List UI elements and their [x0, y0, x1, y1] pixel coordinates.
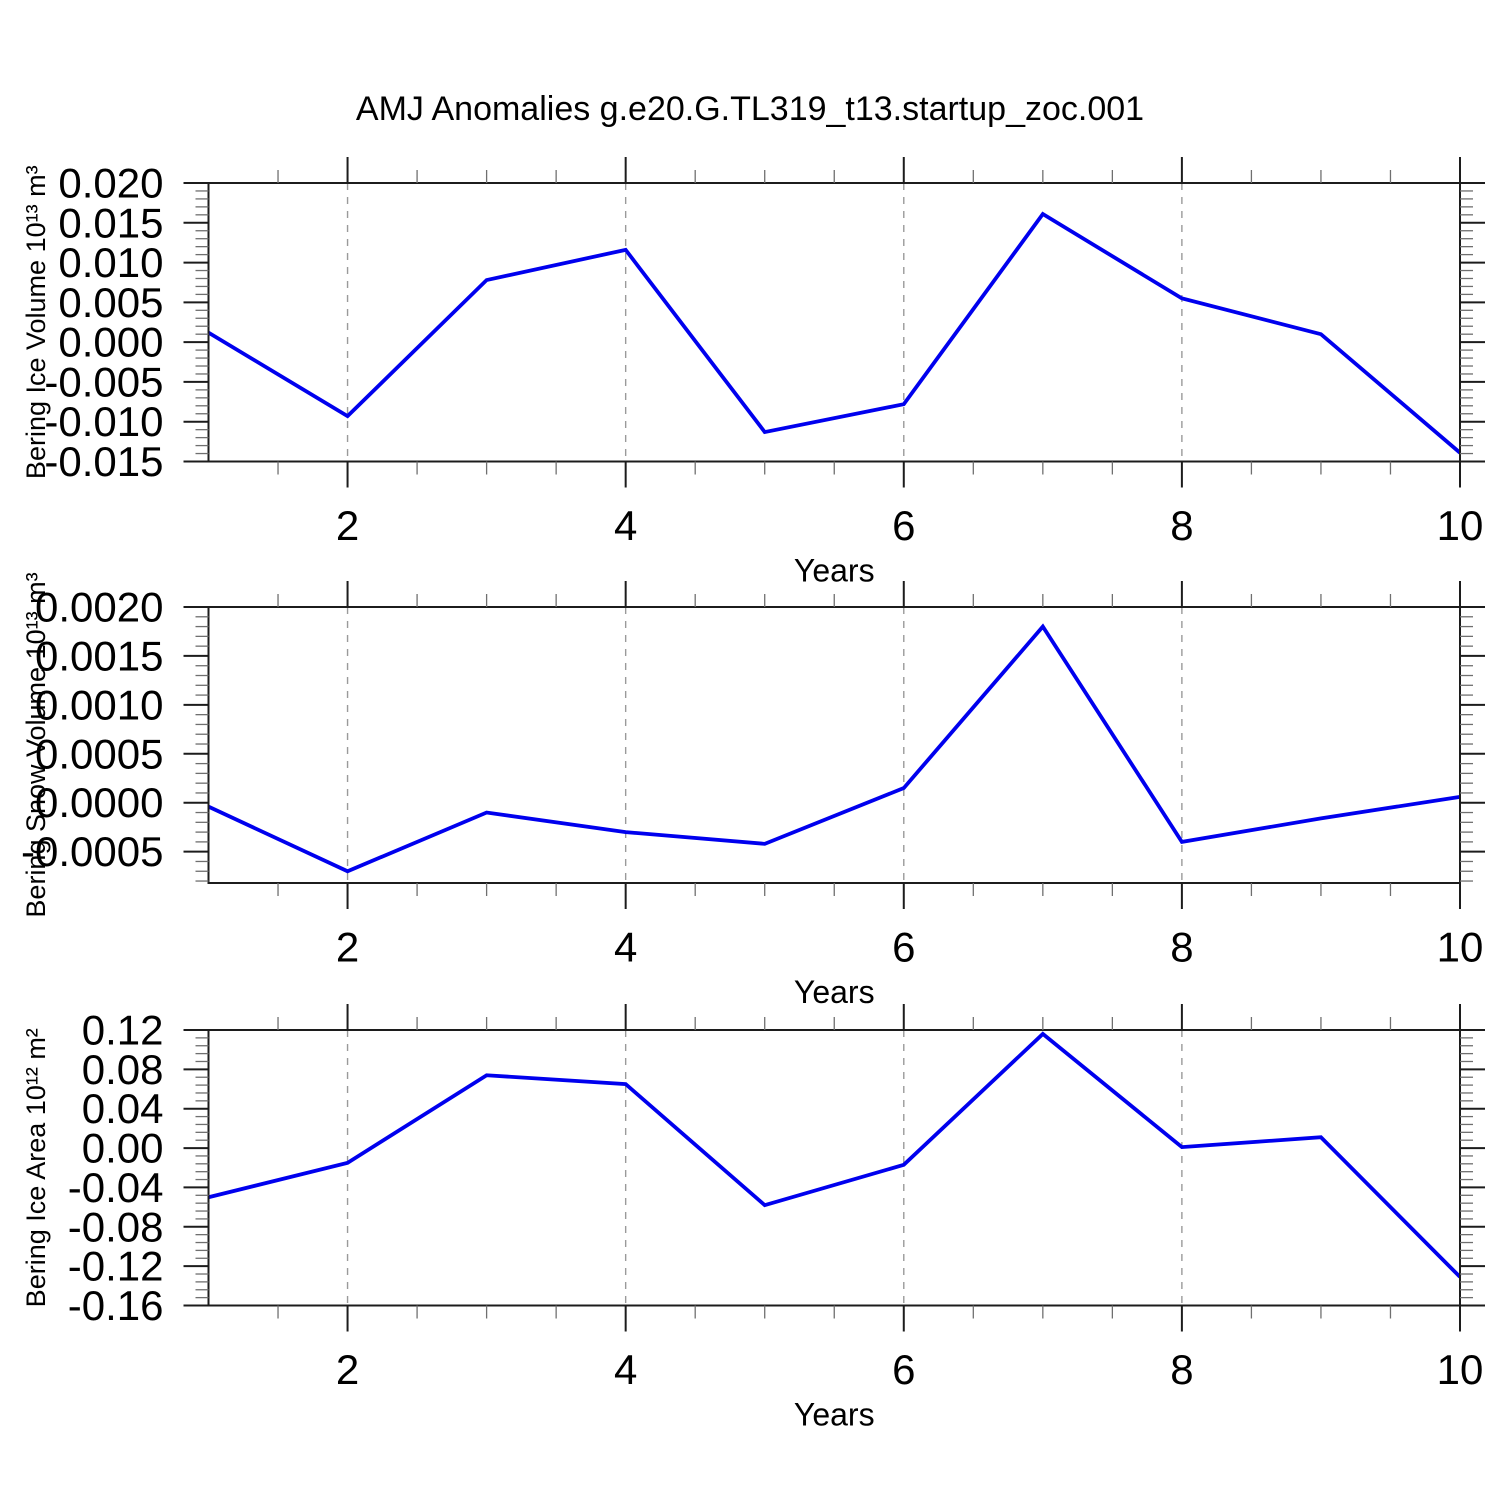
x-axis-title: Years	[794, 553, 875, 589]
y-tick-label: -0.0005	[21, 828, 163, 875]
x-axis-title: Years	[794, 974, 875, 1010]
x-tick-label: 2	[336, 1346, 359, 1393]
y-axis-title: Bering Ice Area 10¹² m²	[21, 1028, 51, 1307]
y-tick-label: -0.04	[68, 1164, 164, 1211]
x-tick-label: 6	[892, 1346, 915, 1393]
x-tick-label: 8	[1170, 924, 1193, 971]
y-tick-label: 0.000	[58, 319, 163, 366]
y-tick-label: -0.16	[68, 1282, 164, 1329]
y-tick-label: 0.0010	[35, 681, 163, 728]
y-tick-label: 0.0020	[35, 584, 163, 631]
y-axis-title: Bering Snow Volume 10¹³ m³	[21, 572, 51, 917]
y-tick-label: 0.04	[82, 1085, 164, 1132]
y-tick-label: 0.0000	[35, 779, 163, 826]
x-tick-label: 6	[892, 502, 915, 549]
x-tick-label: 4	[614, 1346, 637, 1393]
y-tick-label: 0.020	[58, 160, 163, 207]
y-tick-label: 0.08	[82, 1046, 164, 1093]
series-line-bering-ice-area	[208, 1031, 1462, 1279]
x-tick-label: 10	[1437, 924, 1484, 971]
x-tick-label: 2	[336, 924, 359, 971]
x-tick-label: 6	[892, 924, 915, 971]
y-tick-label: 0.0005	[35, 730, 163, 777]
x-tick-label: 8	[1170, 1346, 1193, 1393]
y-tick-label: 0.00	[82, 1125, 164, 1172]
y-axis-title: Bering Ice Volume 10¹³ m³	[21, 165, 51, 479]
panel-frame	[207, 606, 1461, 884]
y-tick-label: 0.015	[58, 199, 163, 246]
x-tick-label: 8	[1170, 502, 1193, 549]
x-tick-label: 4	[614, 924, 637, 971]
y-tick-label: 0.12	[82, 1007, 164, 1054]
y-tick-label: 0.010	[58, 239, 163, 286]
y-tick-label: -0.005	[44, 358, 163, 405]
chart-title: AMJ Anomalies g.e20.G.TL319_t13.startup_…	[355, 90, 1145, 128]
x-tick-label: 4	[614, 502, 637, 549]
y-tick-label: 0.005	[58, 279, 163, 326]
y-tick-label: -0.010	[44, 398, 163, 445]
panel-frame	[207, 1029, 1461, 1307]
series-line-bering-snow-volume	[207, 623, 1461, 874]
y-tick-label: -0.015	[44, 438, 163, 485]
y-tick-label: -0.08	[68, 1203, 164, 1250]
y-tick-label: 0.0015	[35, 632, 163, 679]
y-tick-label: -0.12	[68, 1243, 164, 1290]
series-line-bering-ice-volume	[207, 211, 1462, 455]
x-tick-label: 10	[1437, 502, 1484, 549]
x-tick-label: 2	[336, 502, 359, 549]
x-axis-title: Years	[794, 1397, 875, 1433]
x-tick-label: 10	[1437, 1346, 1484, 1393]
